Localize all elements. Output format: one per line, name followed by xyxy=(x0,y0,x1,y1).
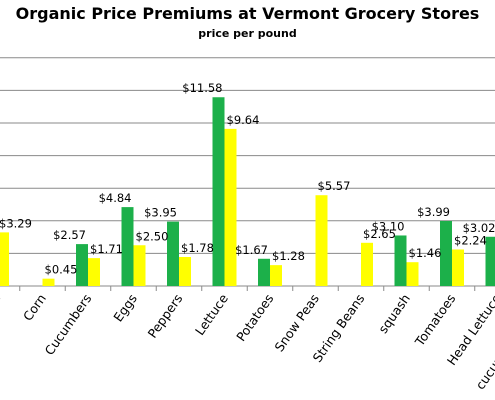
data-label: $2.50 xyxy=(136,229,169,243)
data-label: $3.02 xyxy=(463,221,495,235)
bars xyxy=(0,97,495,286)
data-label: $1.67 xyxy=(235,243,268,257)
data-label: $4.84 xyxy=(99,191,132,205)
bar-series-2 xyxy=(224,128,237,286)
data-label: $0.45 xyxy=(45,263,78,277)
bar-series-1 xyxy=(258,258,270,286)
bar-series-1 xyxy=(212,97,225,286)
chart-subtitle: price per pound xyxy=(198,27,297,40)
category-label: Corn xyxy=(20,291,49,324)
category-label: e xyxy=(0,291,4,306)
chart-title: Organic Price Premiums at Vermont Grocer… xyxy=(15,4,480,23)
category-label: squash xyxy=(375,291,413,336)
bar-series-2 xyxy=(179,256,191,286)
data-label: $3.99 xyxy=(417,205,450,219)
category-label: Cucumbers xyxy=(42,291,95,358)
data-label: $2.57 xyxy=(53,228,86,242)
bar-series-2 xyxy=(88,258,100,286)
bar-series-1 xyxy=(394,235,407,286)
data-label: $1.28 xyxy=(272,249,305,263)
category-label: Lettuce xyxy=(192,291,231,338)
bar-series-2 xyxy=(270,265,282,286)
bar-series-2 xyxy=(361,242,373,286)
bar-series-1 xyxy=(167,221,179,286)
category-label: Peppers xyxy=(144,291,185,341)
data-label: $3.29 xyxy=(0,216,32,230)
data-label: $1.46 xyxy=(409,246,442,260)
bar-series-1 xyxy=(440,220,452,286)
bar-series-2 xyxy=(406,262,419,286)
bar-series-1 xyxy=(121,207,134,286)
data-label: $1.71 xyxy=(90,242,123,256)
bar-series-2 xyxy=(452,249,464,286)
data-label: $3.10 xyxy=(372,219,405,233)
bar-series-1 xyxy=(76,244,88,286)
category-label: Eggs xyxy=(110,291,140,324)
bar-series-2 xyxy=(133,245,146,286)
data-label: $9.64 xyxy=(227,113,260,127)
bar-series-2 xyxy=(315,195,328,286)
category-label: Potatoes xyxy=(233,291,276,344)
data-labels: $3.29 $0.45 $2.57 $1.71 $4.84 $2.50 $3.95 $1.78… xyxy=(0,81,495,276)
bar-series-2 xyxy=(42,278,55,286)
category-label: Snow Peas xyxy=(271,291,322,354)
data-label: $5.57 xyxy=(318,179,351,193)
data-label: $3.95 xyxy=(144,206,177,220)
data-label: $11.58 xyxy=(182,81,222,95)
data-label: $2.65 xyxy=(363,227,396,241)
bar-series-2 xyxy=(0,232,9,286)
data-label: $2.24 xyxy=(454,233,487,247)
bar-series-1 xyxy=(485,236,495,286)
data-label: $1.78 xyxy=(181,241,214,255)
category-label: Tomatoes xyxy=(411,291,458,349)
